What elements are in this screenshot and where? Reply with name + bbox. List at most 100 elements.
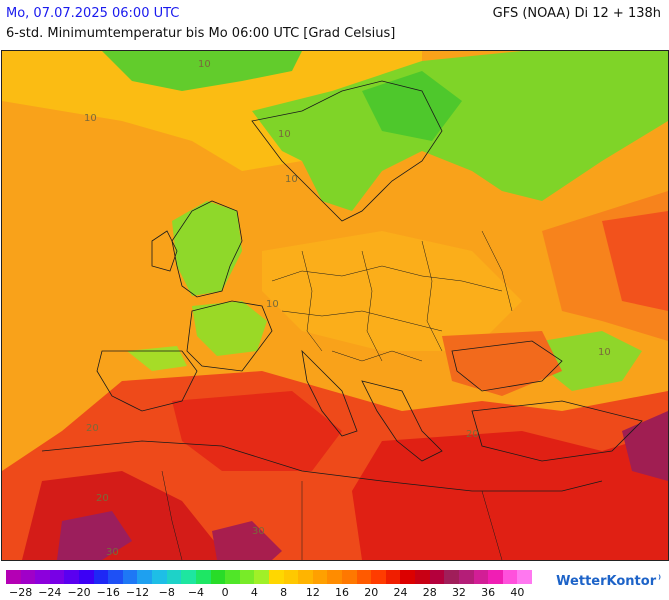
legend-swatch	[239, 570, 255, 584]
legend-tick-label: −8	[158, 586, 175, 599]
legend-swatch	[327, 570, 343, 584]
legend-tick-label: 24	[393, 586, 408, 599]
legend-tick-label: 4	[250, 586, 258, 599]
border-line-7	[331, 350, 423, 362]
isotherm-label: 10	[266, 299, 279, 310]
scandinavia-cold-field	[252, 51, 668, 211]
border-line-2	[281, 310, 443, 332]
legend-swatch	[49, 570, 65, 584]
legend-swatch	[298, 570, 313, 584]
legend-tick-label: −24	[38, 586, 62, 599]
legend-swatch	[64, 570, 80, 584]
east-med-hot-field	[352, 431, 668, 560]
legend-swatch	[312, 570, 328, 584]
border-line-4	[361, 250, 383, 362]
legend-swatch	[254, 570, 269, 584]
russia-warm-field	[602, 211, 668, 311]
legend-swatch	[166, 570, 182, 584]
legend-tick-label: 20	[364, 586, 379, 599]
legend-swatch	[137, 570, 153, 584]
brand-name: WetterKontor	[556, 574, 657, 589]
border-line-8	[161, 470, 183, 560]
legend-tick-label: 12	[305, 586, 320, 599]
coast-iberia	[96, 350, 198, 412]
coast-balkans	[361, 380, 443, 462]
legend-tick-label: 28	[422, 586, 437, 599]
model-run-label: GFS (NOAA) Di 12 + 138h	[492, 6, 661, 21]
coastlines	[41, 80, 643, 492]
isotherm-label: 30	[106, 547, 119, 558]
north-cold-field	[102, 51, 302, 91]
legend-swatch	[122, 570, 138, 584]
wetterkontor-logo: WetterKontor ⁾	[556, 574, 661, 589]
color-scale-ticks: −28 −24 −20 −16 −12 −8 −4 0 4 8 12 16 20 24 28 32 36 40	[6, 586, 532, 600]
british-isles-field	[172, 201, 242, 296]
coast-great-britain	[171, 200, 243, 298]
sahara-hottest-field	[57, 511, 132, 560]
legend-swatch	[444, 570, 459, 584]
legend-swatch	[400, 570, 416, 584]
border-line-10	[481, 490, 503, 560]
legend-swatch	[79, 570, 94, 584]
anatolia-cool-field	[542, 331, 642, 391]
france-cool-field	[192, 301, 267, 356]
legend-swatch	[385, 570, 401, 584]
legend-swatch	[35, 570, 50, 584]
legend-swatch	[195, 570, 211, 584]
legend-tick-label: 36	[481, 586, 496, 599]
legend-swatch	[458, 570, 474, 584]
legend-tick-label: 0	[221, 586, 229, 599]
legend-tick-label: −20	[67, 586, 91, 599]
legend-tick-label: 32	[451, 586, 466, 599]
parameter-title: 6-std. Minimumtemperatur bis Mo 06:00 UT…	[6, 26, 396, 41]
libya-hottest-field	[212, 521, 282, 560]
isotherm-label: 20	[96, 493, 109, 504]
coast-ireland	[151, 230, 178, 272]
legend-tick-label: −12	[125, 586, 150, 599]
legend-tick-label: −4	[187, 586, 205, 599]
legend-swatch	[342, 570, 357, 584]
isotherm-label: 20	[466, 429, 479, 440]
legend-swatch	[429, 570, 445, 584]
isotherm-label: 10	[84, 113, 97, 124]
legend-swatch	[93, 570, 109, 584]
legend-swatch	[283, 570, 299, 584]
coast-italy	[301, 349, 358, 437]
isotherm-label: 10	[285, 174, 298, 185]
legend-swatch	[108, 570, 123, 584]
isotherm-label: 10	[198, 59, 211, 70]
isotherm-label: 20	[86, 423, 99, 434]
central-europe-field	[262, 231, 522, 351]
border-line-1	[271, 265, 503, 292]
legend-swatch	[488, 570, 503, 584]
legend-swatch	[225, 570, 240, 584]
temperature-map: 10 10 10 10 10 10 20 20 20 30 30	[1, 50, 669, 561]
legend-tick-label: 8	[280, 586, 288, 599]
isotherm-labels: 10 10 10 10 10 10 20 20 20 30 30	[84, 59, 611, 558]
lapland-cold-field	[362, 71, 462, 141]
map-canvas: 10 10 10 10 10 10 20 20 20 30 30	[2, 51, 668, 560]
border-line-6	[481, 230, 513, 312]
signal-arc-icon: ⁾	[658, 574, 661, 585]
legend-swatch	[356, 570, 372, 584]
middle-east-hottest-field	[622, 411, 668, 481]
coast-anatolia	[471, 400, 643, 462]
legend-swatch	[371, 570, 386, 584]
coast-north-africa	[41, 440, 603, 492]
legend-swatch	[473, 570, 489, 584]
isotherm-label: 10	[278, 129, 291, 140]
legend-swatch	[415, 570, 430, 584]
country-borders	[161, 230, 513, 560]
west-med-hot-field	[172, 391, 342, 471]
isotherm-label: 10	[598, 347, 611, 358]
legend-swatch	[6, 570, 21, 584]
black-sea-field	[442, 331, 562, 396]
legend-tick-label: −28	[9, 586, 33, 599]
forecast-valid-time: Mo, 07.07.2025 06:00 UTC	[6, 6, 180, 21]
legend-swatch	[517, 570, 532, 584]
coast-black-sea	[451, 340, 563, 392]
legend-tick-label: −16	[96, 586, 120, 599]
legend-tick-label: 40	[510, 586, 525, 599]
legend-swatch	[210, 570, 226, 584]
color-scale-bar	[6, 570, 532, 584]
